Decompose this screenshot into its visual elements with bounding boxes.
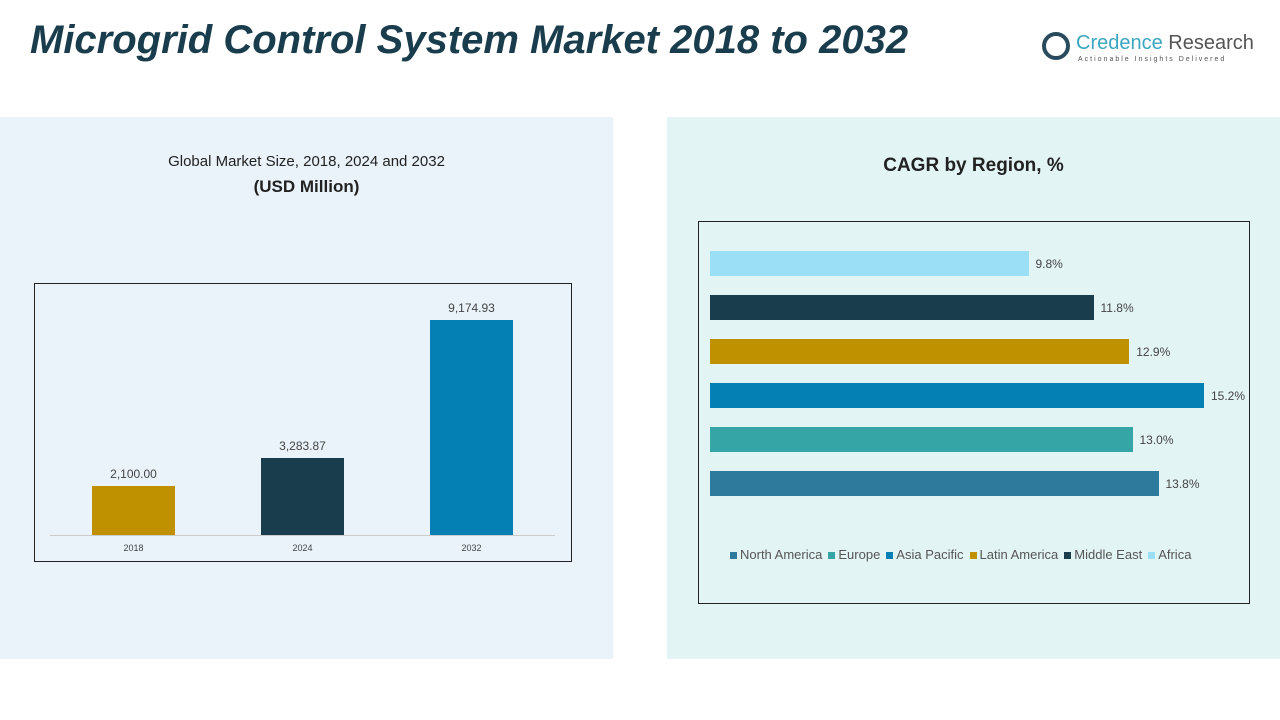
- legend-label: Africa: [1158, 547, 1192, 562]
- legend-label: North America: [740, 547, 823, 562]
- bar-2024: [261, 458, 344, 535]
- legend-swatch: [730, 552, 737, 559]
- legend-swatch: [886, 552, 894, 559]
- hbar-middle-east: [710, 295, 1094, 320]
- market-size-chart: [34, 283, 572, 562]
- page-title: Microgrid Control System Market 2018 to …: [30, 18, 909, 62]
- hbar-label-latin-america: 12.9%: [1136, 345, 1171, 359]
- hbar-latin-america: [710, 339, 1130, 364]
- bar-label-2018: 2,100.00: [110, 466, 157, 481]
- cagr-chart: [698, 221, 1250, 604]
- bar-label-2024: 3,283.87: [279, 439, 326, 454]
- cagr-legend: North America Europe Asia Pacific Latin Ame…: [730, 547, 1191, 562]
- x-tick-2024: 2024: [292, 543, 313, 553]
- legend-label: Asia Pacific: [896, 547, 964, 562]
- logo-tagline: Actionable Insights Delivered: [1078, 56, 1227, 63]
- hbar-asia-pacific: [710, 383, 1204, 408]
- legend-item: Europe: [828, 547, 880, 562]
- x-axis-line: [50, 535, 555, 536]
- cagr-title: CAGR by Region, %: [883, 155, 1064, 176]
- legend-label: Middle East: [1074, 547, 1143, 562]
- legend-swatch: [1148, 552, 1156, 559]
- legend-item: Asia Pacific: [886, 547, 964, 562]
- hbar-north-america: [710, 471, 1159, 496]
- legend-swatch: [1064, 552, 1072, 559]
- legend-label: Latin America: [979, 547, 1059, 562]
- logo-chart-icon: [1042, 32, 1070, 60]
- legend-item: North America: [730, 547, 822, 562]
- legend-item: Africa: [1148, 547, 1191, 562]
- hbar-label-north-america: 13.8%: [1165, 477, 1200, 491]
- hbar-label-middle-east: 11.8%: [1100, 301, 1134, 315]
- logo-name-a: Credence: [1076, 32, 1163, 54]
- logo-name-b: Research: [1168, 32, 1254, 54]
- market-size-title: Global Market Size, 2018, 2024 and 2032: [168, 153, 445, 170]
- hbar-europe: [710, 427, 1133, 452]
- x-tick-2032: 2032: [461, 543, 482, 553]
- bar-label-2032: 9,174.93: [448, 301, 495, 315]
- hbar-label-africa: 9.8%: [1035, 257, 1063, 271]
- hbar-label-europe: 13.0%: [1139, 433, 1174, 447]
- market-size-subtitle: (USD Million): [253, 177, 360, 196]
- legend-swatch: [969, 552, 977, 559]
- bar-2032: [430, 320, 513, 535]
- legend-label: Europe: [838, 547, 881, 562]
- hbar-label-asia-pacific: 15.2%: [1211, 389, 1246, 403]
- credence-research-logo: Credence Research Actionable Insights De…: [1040, 30, 1260, 70]
- x-tick-2018: 2018: [123, 543, 144, 553]
- legend-swatch: [828, 552, 836, 559]
- bar-2018: [92, 485, 175, 535]
- legend-item: Latin America: [969, 547, 1059, 562]
- legend-item: Middle East: [1064, 547, 1142, 562]
- hbar-africa: [710, 251, 1029, 276]
